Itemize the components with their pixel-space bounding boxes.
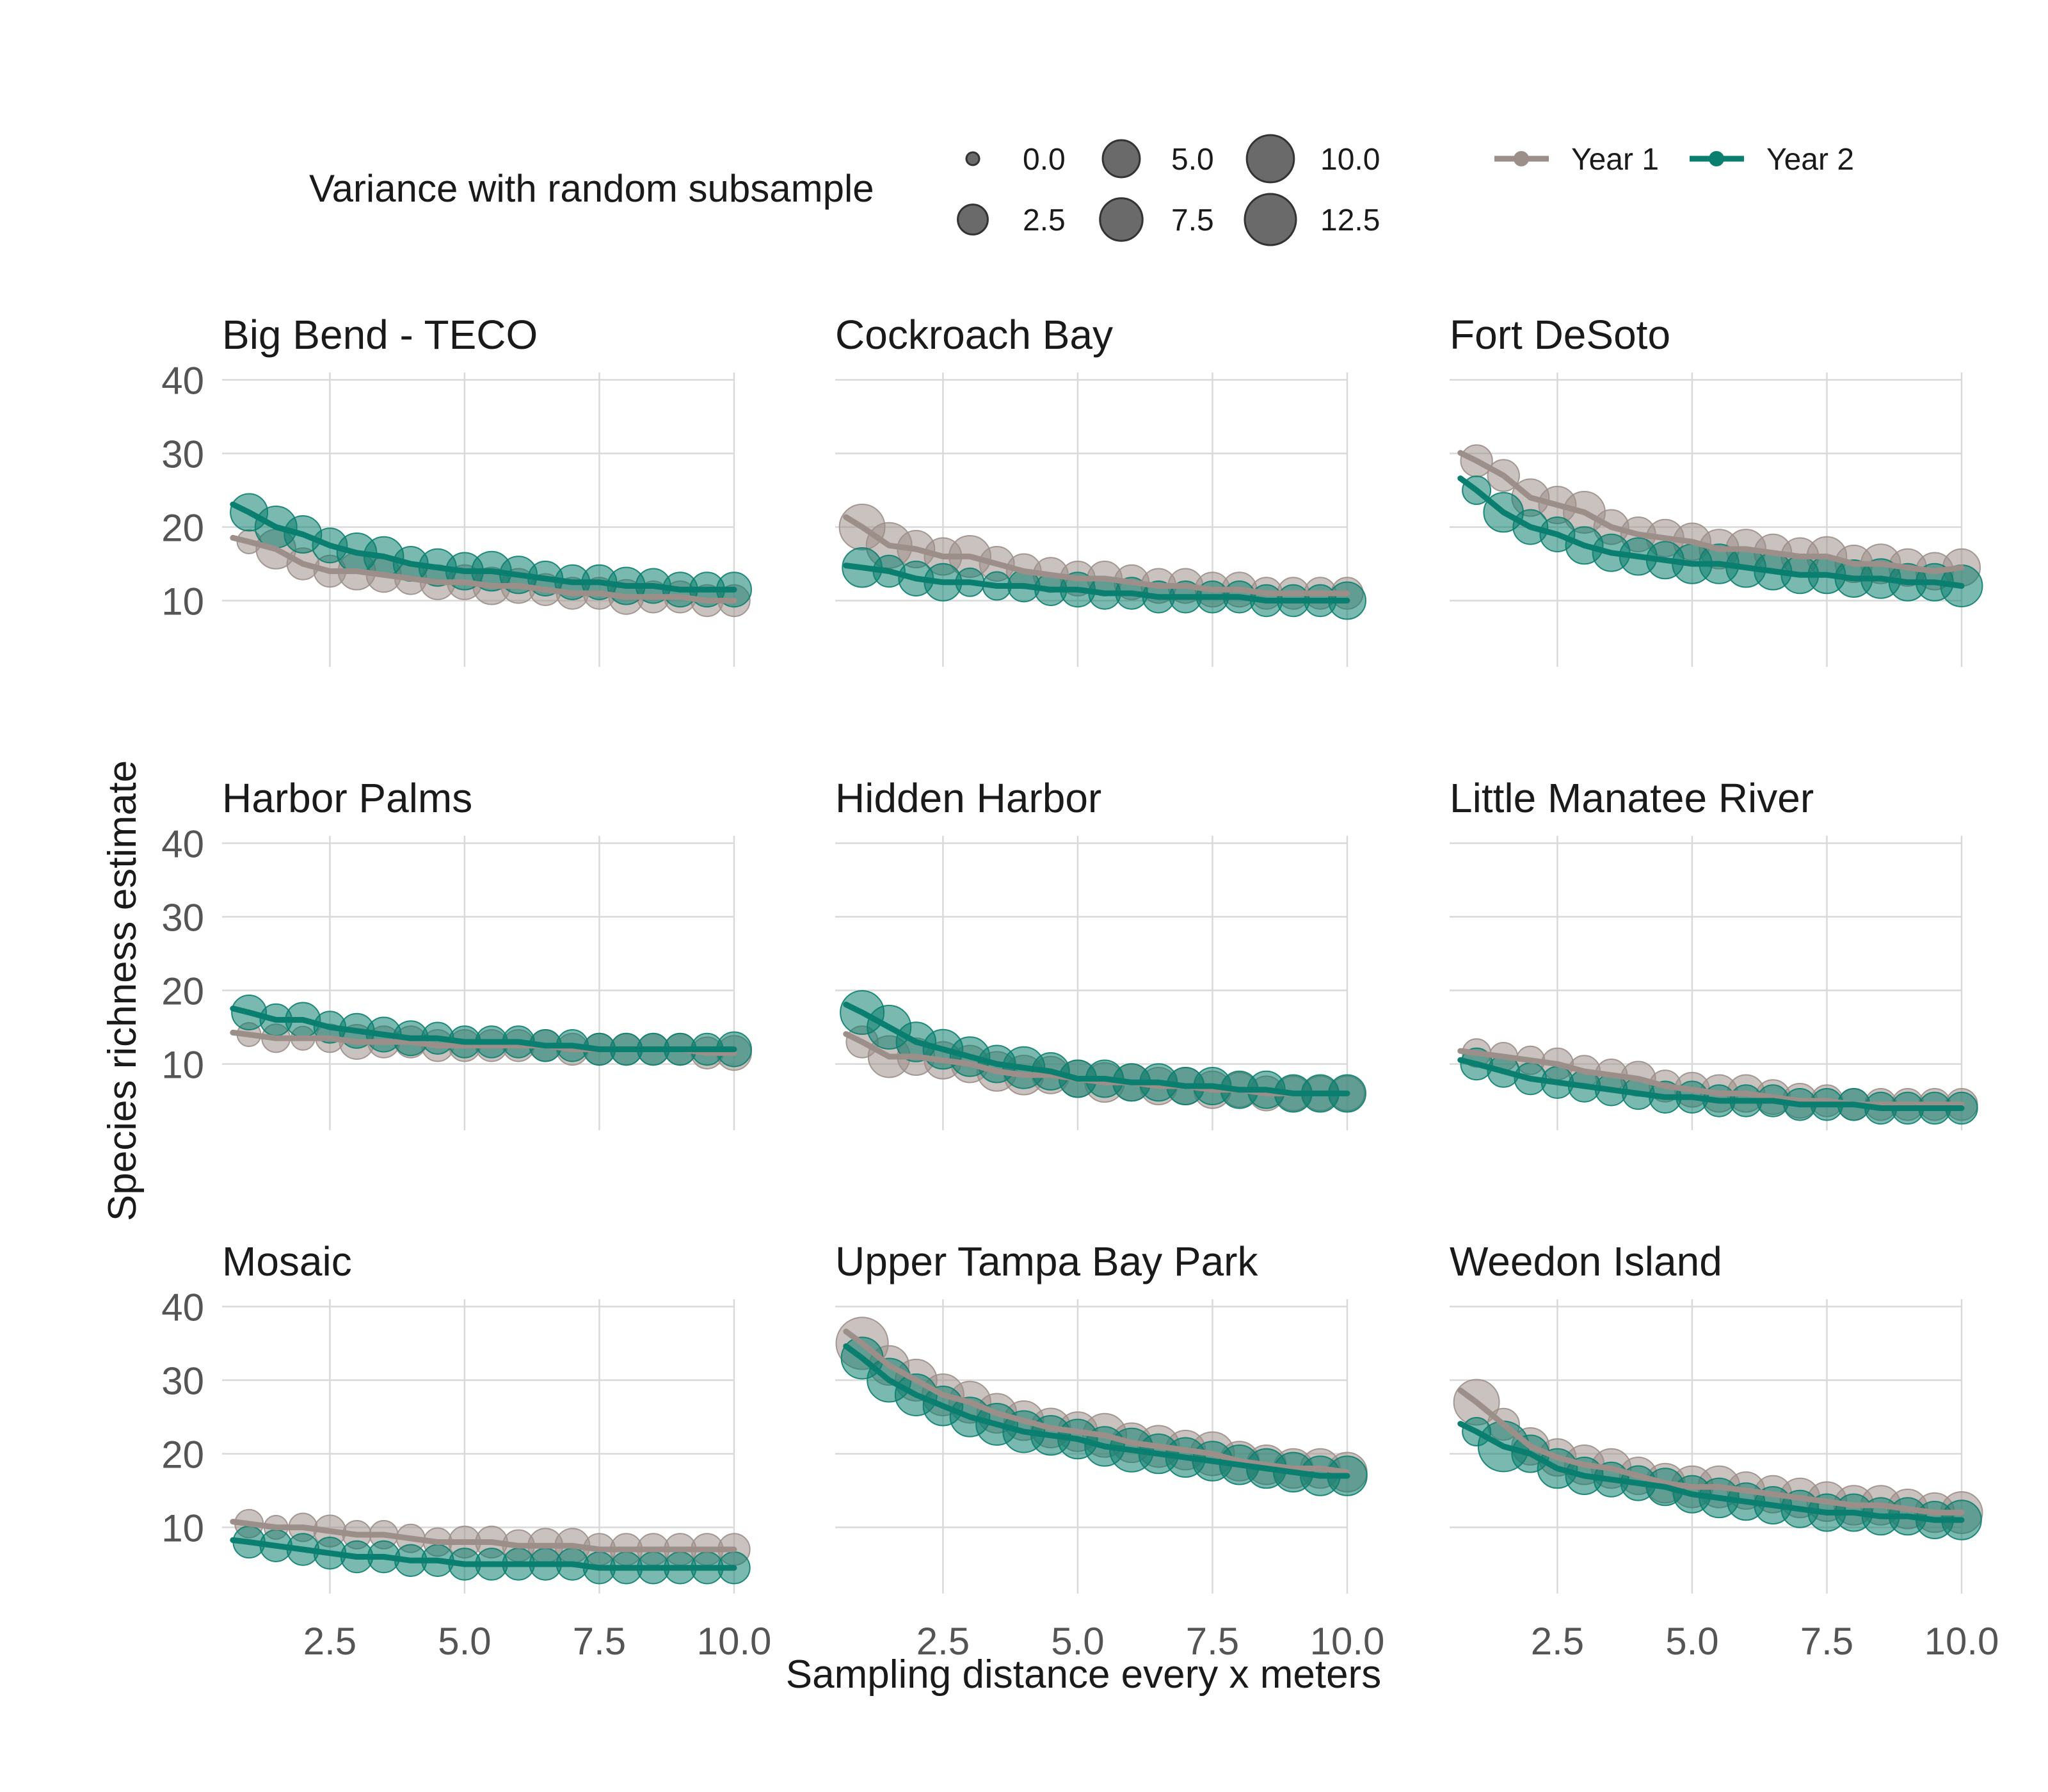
panel: Big Bend - TECO 10 20 30 40: [161, 312, 752, 667]
year2-fit-line: [230, 501, 737, 593]
panel: Upper Tampa Bay Park 2.5 5.0 7.5 10.0: [835, 1238, 1384, 1663]
panel-title: Harbor Palms: [222, 775, 472, 821]
color-legend-label: Year 1: [1571, 143, 1659, 177]
size-legend-key: [1099, 197, 1144, 242]
year2-fit-line: [230, 1537, 737, 1571]
panel-title: Upper Tampa Bay Park: [835, 1238, 1258, 1284]
y-tick-label: 10: [161, 1044, 204, 1087]
panel: Little Manatee River: [1450, 775, 1978, 1130]
size-legend-label: 10.0: [1320, 143, 1380, 177]
y-tick-label: 40: [161, 360, 204, 403]
year1-fit-line: [1457, 450, 1965, 574]
panel-title: Little Manatee River: [1450, 775, 1814, 821]
size-legend-key: [965, 151, 980, 166]
size-legend-label: 5.0: [1171, 143, 1214, 177]
year2-fit-line: [843, 1343, 1350, 1479]
color-legend-label: Year 2: [1766, 143, 1854, 177]
size-legend-label: 7.5: [1171, 204, 1214, 237]
panel-title: Hidden Harbor: [835, 775, 1101, 821]
panel: Harbor Palms 10 20 30 40: [161, 775, 752, 1130]
color-legend-point: [1709, 151, 1724, 166]
x-tick-label: 5.0: [1051, 1620, 1104, 1663]
size-legend-title: Variance with random subsample: [309, 167, 874, 210]
year2-fit-line: [1457, 475, 1965, 589]
y-tick-label: 10: [161, 580, 204, 623]
panel-title: Mosaic: [222, 1238, 352, 1284]
panel: Fort DeSoto: [1450, 312, 1983, 667]
size-legend-label: 0.0: [1023, 143, 1066, 177]
legend: Variance with random subsample 0.0 2.5 5.0 7…: [309, 134, 1854, 246]
x-tick-label: 10.0: [1310, 1620, 1385, 1663]
panel: Cockroach Bay: [835, 312, 1366, 667]
y-tick-label: 20: [161, 507, 204, 550]
x-tick-label: 7.5: [573, 1620, 626, 1663]
x-tick-label: 2.5: [916, 1620, 970, 1663]
size-legend-key: [1245, 134, 1295, 184]
x-axis-title: Sampling distance every x meters: [786, 1652, 1381, 1697]
year1-fit-line: [230, 534, 737, 604]
y-tick-label: 10: [161, 1507, 204, 1550]
x-tick-label: 7.5: [1186, 1620, 1239, 1663]
year2-fit-line: [1457, 1421, 1965, 1523]
size-legend-label: 12.5: [1320, 204, 1380, 237]
color-legend-point: [1514, 151, 1529, 166]
year2-fit-line: [1457, 1057, 1965, 1111]
x-tick-label: 10.0: [1924, 1620, 1999, 1663]
x-tick-label: 7.5: [1800, 1620, 1853, 1663]
y-axis-title: Species richness estimate: [100, 760, 145, 1221]
x-tick-label: 5.0: [1665, 1620, 1718, 1663]
y-tick-label: 20: [161, 1434, 204, 1476]
panel: Weedon Island 2.5 5.0 7.5 10.0: [1450, 1238, 1999, 1663]
x-tick-label: 2.5: [1531, 1620, 1584, 1663]
x-tick-label: 2.5: [303, 1620, 356, 1663]
year1-fit-line: [843, 1328, 1350, 1475]
panel-title: Big Bend - TECO: [222, 312, 538, 358]
size-legend-key: [957, 204, 989, 236]
year2-fit-line: [843, 563, 1350, 604]
y-tick-label: 40: [161, 823, 204, 866]
panel: Hidden Harbor: [835, 775, 1366, 1130]
panel-title: Fort DeSoto: [1450, 312, 1670, 358]
x-tick-label: 10.0: [697, 1620, 772, 1663]
panel: Mosaic 10 20 30 40 2.5 5.0 7.5 10.0: [161, 1238, 771, 1663]
year2-fit-line: [230, 1005, 737, 1052]
y-tick-label: 30: [161, 897, 204, 940]
y-tick-label: 20: [161, 970, 204, 1013]
size-legend-key: [1244, 193, 1297, 246]
panel-title: Weedon Island: [1450, 1238, 1722, 1284]
size-legend-label: 2.5: [1023, 204, 1066, 237]
year1-fit-line: [1457, 1048, 1965, 1108]
y-tick-label: 30: [161, 433, 204, 476]
size-legend-key: [1101, 139, 1141, 179]
x-tick-label: 5.0: [438, 1620, 491, 1663]
year2-fit-line: [843, 1002, 1350, 1096]
year1-fit-line: [230, 1519, 737, 1553]
y-tick-label: 30: [161, 1360, 204, 1403]
y-tick-label: 40: [161, 1286, 204, 1329]
year1-fit-line: [1457, 1387, 1965, 1516]
panel-title: Cockroach Bay: [835, 312, 1113, 358]
year1-fit-line: [843, 514, 1350, 596]
